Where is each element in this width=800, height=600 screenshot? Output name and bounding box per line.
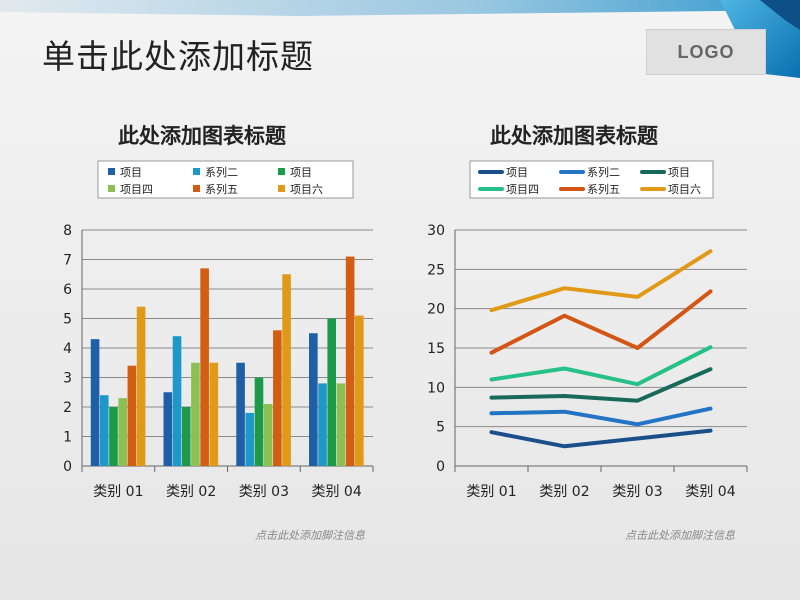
y-tick-label: 15 [427,341,445,357]
bar [109,407,118,466]
bar [127,365,137,466]
series-line [489,289,713,355]
legend-swatch [193,185,200,192]
y-tick-label: 5 [436,420,445,436]
bar [355,315,364,466]
y-tick-label: 30 [427,223,445,239]
legend-label: 项目六 [290,183,323,196]
bar [318,383,327,466]
bar [309,333,318,466]
legend-swatch [108,168,115,175]
bar [263,404,273,466]
legend-label: 项目 [668,166,690,179]
legend-label: 项目 [120,166,142,179]
bar [172,336,182,466]
bar [118,398,127,466]
bar [282,274,291,466]
bar [209,362,219,466]
legend-label: 系列五 [205,182,238,196]
bar [236,362,245,466]
y-tick-label: 0 [63,459,72,475]
legend-label: 项目四 [120,183,153,196]
bar [327,318,337,466]
legend-label: 项目 [506,166,528,179]
logo: LOGO [646,29,766,75]
bar-chart-footnote[interactable]: 点击此处添加脚注信息 [255,529,365,542]
y-tick-label: 3 [63,371,72,387]
bar [273,330,282,466]
legend-label: 项目六 [668,183,701,196]
bar [245,412,255,466]
y-tick-label: 5 [63,312,72,328]
legend-swatch [278,168,285,175]
line-chart-title: 此处添加图表标题 [490,124,658,148]
y-tick-label: 0 [436,459,445,475]
legend-box [469,160,714,199]
legend-label: 项目 [290,166,312,179]
y-tick-label: 2 [63,400,72,416]
legend-label: 系列二 [587,165,620,179]
x-tick-label: 类别 01 [466,484,516,500]
series-line [489,345,713,387]
x-tick-label: 类别 04 [685,484,735,500]
legend-box [97,160,354,199]
bar [254,377,264,466]
legend-swatch [278,185,285,192]
bar [200,268,209,466]
series-line [489,367,713,403]
series-line [489,406,713,427]
bar [191,362,200,466]
y-tick-label: 25 [427,262,445,278]
x-tick-label: 类别 03 [612,484,662,500]
x-tick-label: 类别 02 [539,484,589,500]
bar [345,256,355,466]
line-chart-footnote[interactable]: 点击此处添加脚注信息 [625,529,735,542]
y-tick-label: 1 [63,430,72,446]
series-line [489,428,713,449]
x-tick-label: 类别 02 [166,484,216,500]
legend-swatch [193,168,200,175]
legend-label: 系列五 [587,182,620,196]
bar-chart-title: 此处添加图表标题 [118,124,286,148]
y-tick-label: 7 [63,253,72,269]
y-tick-label: 6 [63,282,72,298]
x-tick-label: 类别 04 [311,484,361,500]
bar [99,395,109,466]
page-title[interactable]: 单击此处添加标题 [42,37,314,76]
legend-label: 系列二 [205,165,238,179]
bar [181,407,191,466]
legend-swatch [108,185,115,192]
bar [136,306,146,466]
bar [90,339,100,466]
y-tick-label: 10 [427,380,445,396]
y-tick-label: 8 [63,223,72,239]
y-tick-label: 20 [427,302,445,318]
x-tick-label: 类别 01 [93,484,143,500]
legend-label: 项目四 [506,183,539,196]
x-tick-label: 类别 03 [239,484,289,500]
bar [336,383,346,466]
bar [163,392,173,466]
series-line [489,249,713,313]
y-tick-label: 4 [63,341,72,357]
